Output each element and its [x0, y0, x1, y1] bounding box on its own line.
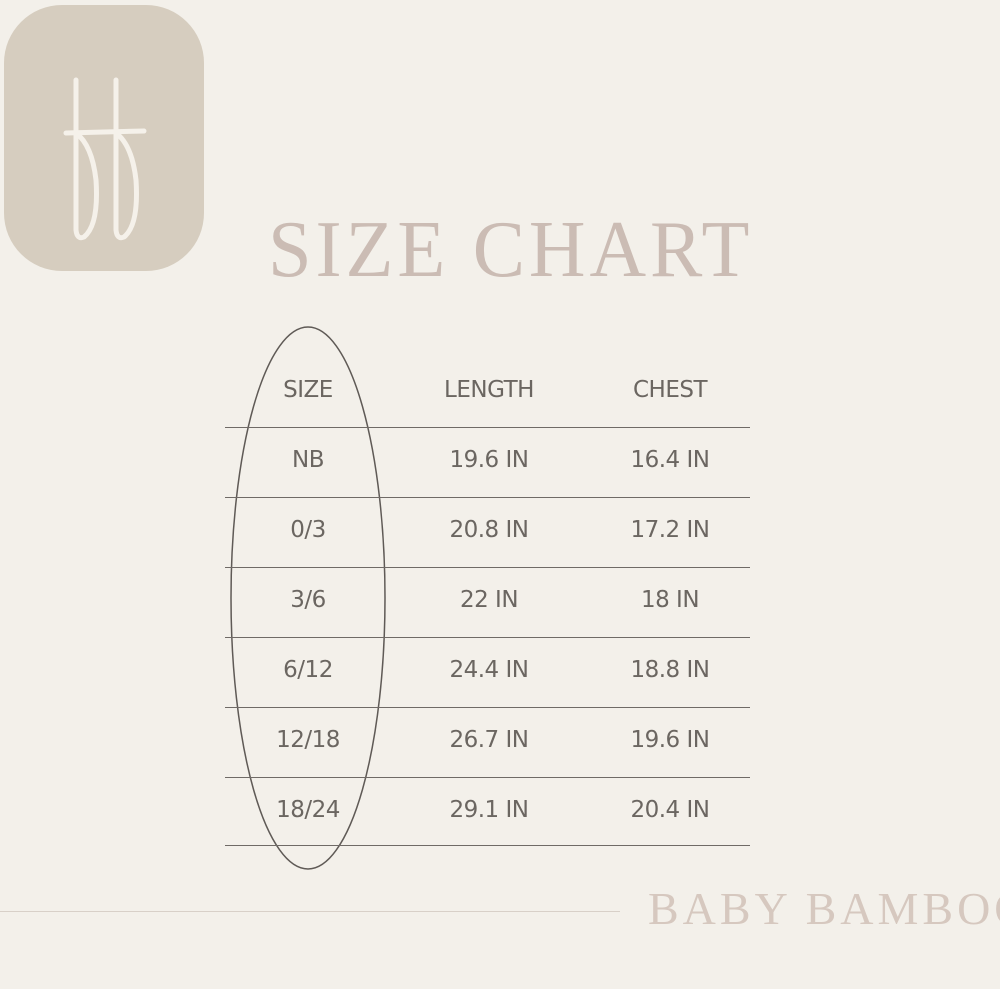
cell-length: 19.6 IN: [449, 447, 529, 473]
bb-monogram-icon: [63, 77, 147, 241]
row-divider: [225, 845, 750, 846]
cell-size: 6/12: [283, 657, 333, 683]
cell-length: 29.1 IN: [449, 797, 529, 823]
column-header-chest: CHEST: [632, 377, 708, 403]
cell-length: 22 IN: [459, 587, 519, 613]
brand-name: BABY BAMBOO: [648, 883, 1000, 934]
cell-size: 12/18: [276, 727, 340, 753]
brand-logo: [4, 5, 204, 271]
row-divider: [225, 427, 750, 428]
column-header-size: SIZE: [283, 377, 333, 403]
cell-chest: 20.4 IN: [630, 797, 710, 823]
cell-chest: 18 IN: [640, 587, 700, 613]
column-header-length: LENGTH: [444, 377, 534, 403]
cell-size: 0/3: [290, 517, 326, 543]
row-divider: [225, 637, 750, 638]
row-divider: [225, 567, 750, 568]
row-divider: [225, 497, 750, 498]
cell-chest: 17.2 IN: [630, 517, 710, 543]
cell-size: 3/6: [290, 587, 326, 613]
cell-size: 18/24: [276, 797, 340, 823]
cell-length: 20.8 IN: [449, 517, 529, 543]
page-title: SIZE CHART: [268, 206, 754, 294]
footer-divider: [0, 911, 620, 912]
cell-chest: 18.8 IN: [630, 657, 710, 683]
row-divider: [225, 707, 750, 708]
cell-length: 24.4 IN: [449, 657, 529, 683]
cell-chest: 16.4 IN: [630, 447, 710, 473]
row-divider: [225, 777, 750, 778]
cell-length: 26.7 IN: [449, 727, 529, 753]
cell-size: NB: [292, 447, 324, 473]
cell-chest: 19.6 IN: [630, 727, 710, 753]
